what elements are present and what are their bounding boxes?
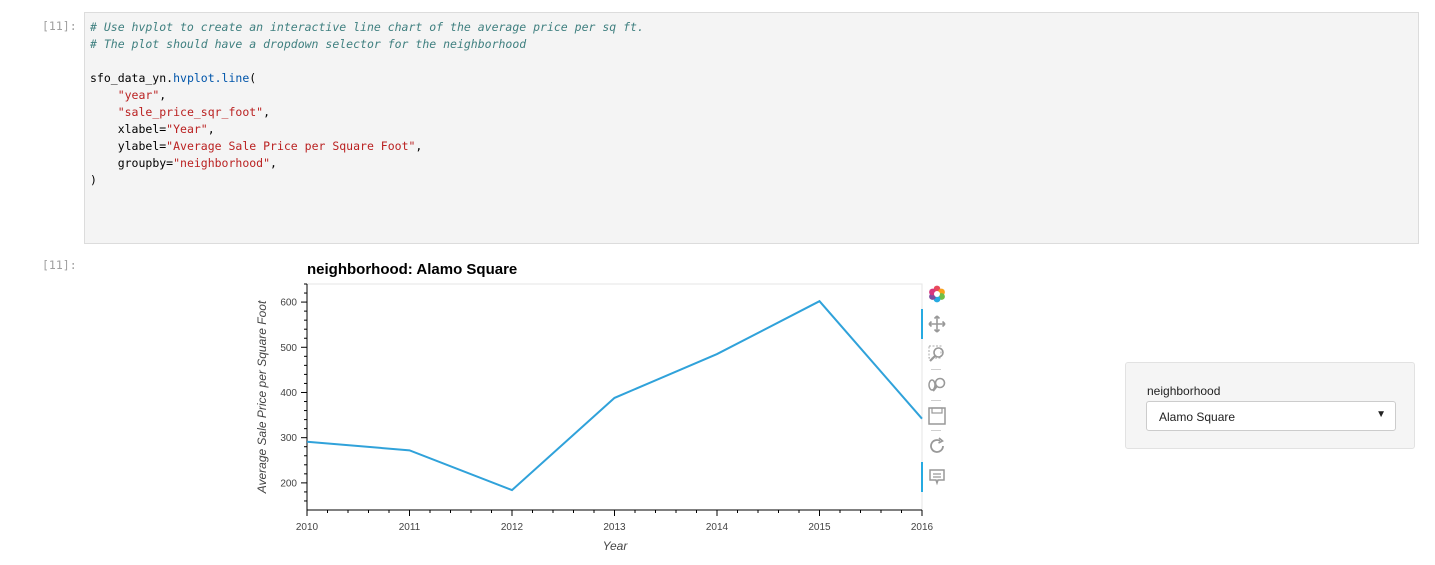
plot-toolbar xyxy=(921,280,951,495)
x-tick-label: 2013 xyxy=(603,522,626,533)
code-paren: ( xyxy=(249,71,257,85)
line-chart[interactable]: 2010 2011 2012 2013 2014 2015 2016 200 300 400 500… xyxy=(250,280,950,565)
neighborhood-widget: neighborhood Alamo Square ▼ xyxy=(1125,362,1415,449)
code-kw-ylabel: ylabel= xyxy=(117,139,167,153)
code-comma: , xyxy=(207,122,215,136)
code-comment-line: # Use hvplot to create an interactive li… xyxy=(90,20,644,34)
reset-icon[interactable] xyxy=(927,436,947,456)
code-cell[interactable]: # Use hvplot to create an interactive li… xyxy=(84,12,1419,244)
hover-active-indicator xyxy=(921,462,923,492)
x-tick-label: 2010 xyxy=(296,522,319,533)
code-val-xlabel: "Year" xyxy=(166,122,208,136)
pan-active-indicator xyxy=(921,309,923,339)
y-tick-label: 500 xyxy=(280,343,297,354)
code-comma: , xyxy=(263,105,271,119)
code-comment-line: # The plot should have a dropdown select… xyxy=(90,37,527,51)
code-val-ylabel: "Average Sale Price per Square Foot" xyxy=(166,139,416,153)
code-arg-year: "year" xyxy=(117,88,160,102)
y-tick-label: 600 xyxy=(280,298,297,309)
hover-icon[interactable] xyxy=(927,467,947,487)
x-tick-label: 2011 xyxy=(399,522,421,533)
save-icon[interactable] xyxy=(927,406,947,426)
x-tick-label: 2015 xyxy=(808,522,831,533)
y-tick-label: 300 xyxy=(280,433,297,444)
code-object: sfo_data_yn. xyxy=(90,71,174,85)
x-axis-label: Year xyxy=(603,539,629,553)
code-val-groupby: "neighborhood" xyxy=(173,156,271,170)
neighborhood-select[interactable]: Alamo Square ▼ xyxy=(1146,401,1396,431)
code-editor[interactable]: # Use hvplot to create an interactive li… xyxy=(90,19,644,189)
bokeh-logo-icon[interactable] xyxy=(927,284,947,304)
wheel-zoom-icon[interactable] xyxy=(927,375,947,395)
output-prompt: [11]: xyxy=(42,258,77,272)
pan-icon[interactable] xyxy=(927,314,947,334)
series-line xyxy=(306,299,923,492)
dropdown-arrow-icon: ▼ xyxy=(1376,409,1386,420)
toolbar-divider xyxy=(931,400,941,401)
code-method: hvplot.line xyxy=(173,71,250,85)
plot-title: neighborhood: Alamo Square xyxy=(307,261,518,278)
code-kw-xlabel: xlabel= xyxy=(117,122,167,136)
code-kw-groupby: groupby= xyxy=(117,156,174,170)
y-tick-label: 400 xyxy=(280,388,297,399)
x-tick-label: 2016 xyxy=(911,522,934,533)
box-zoom-icon[interactable] xyxy=(927,344,947,364)
neighborhood-select-value: Alamo Square xyxy=(1159,410,1236,424)
code-comma: , xyxy=(270,156,277,170)
code-comma: , xyxy=(415,139,423,153)
x-tick-label: 2014 xyxy=(706,522,729,533)
y-axis-label: Average Sale Price per Square Foot xyxy=(255,300,269,494)
toolbar-divider xyxy=(931,369,941,370)
neighborhood-label: neighborhood xyxy=(1147,384,1221,398)
y-tick-label: 200 xyxy=(280,478,297,489)
toolbar-divider xyxy=(931,430,941,431)
x-tick-label: 2012 xyxy=(501,522,524,533)
code-close-paren: ) xyxy=(90,173,97,187)
code-arg-price: "sale_price_sqr_foot" xyxy=(117,105,264,119)
code-comma: , xyxy=(159,88,167,102)
input-prompt: [11]: xyxy=(42,19,77,33)
